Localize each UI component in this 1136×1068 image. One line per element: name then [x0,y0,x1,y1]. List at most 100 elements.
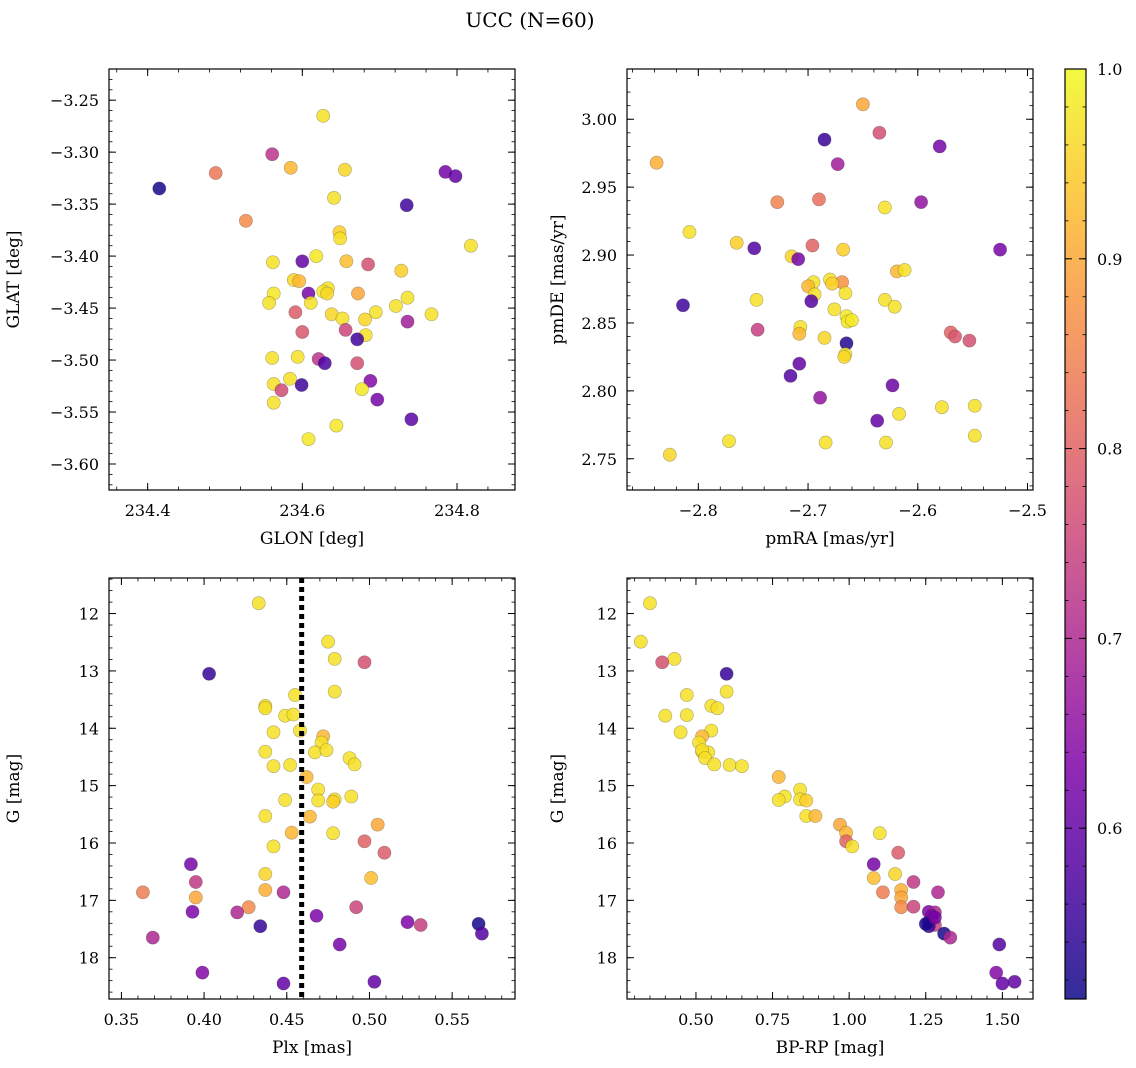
data-point [992,937,1007,952]
data-point [825,276,840,291]
data-point [351,286,365,301]
y-tick-label: 12 [597,605,617,624]
data-point [357,655,372,670]
data-point [309,249,324,263]
data-point [673,725,688,740]
data-point [463,238,478,253]
y-tick-label: −3.30 [50,143,99,162]
colorbar-frame [1064,68,1087,1000]
data-point [870,413,885,428]
y-tick-label: 16 [79,834,99,853]
data-point [317,356,332,371]
data-point [368,305,383,320]
data-point [817,330,832,345]
y-tick-label: 18 [79,949,99,968]
data-point [283,160,298,175]
y-axis-label: pmDE [mas/yr] [548,214,568,344]
data-point [364,871,378,885]
data-point [290,349,305,364]
data-point [195,965,210,980]
data-point [295,254,310,269]
data-point [750,322,765,337]
data-point [878,200,892,215]
data-point [361,257,375,272]
data-point [866,857,881,872]
data-point [367,974,382,989]
data-point [643,596,657,611]
data-point [771,793,786,807]
data-point [891,845,906,860]
data-point [719,666,734,681]
data-point [676,298,690,313]
x-tick-label: 1.00 [831,1010,867,1029]
data-point [202,666,216,681]
data-point [1007,974,1022,989]
data-point [337,162,352,177]
data-point [413,918,428,932]
data-point [265,351,280,365]
data-point [283,758,297,772]
data-point [350,332,365,347]
y-tick-label: 13 [79,662,99,681]
data-point [474,926,489,941]
y-tick-label: 3.00 [581,110,617,129]
data-point [319,743,334,757]
x-tick-label: 0.55 [434,1010,470,1029]
data-point [283,371,297,386]
data-point [301,432,316,446]
data-point [837,349,852,364]
x-tick-label: 1.50 [985,1010,1021,1029]
data-point [145,930,160,945]
data-point [887,299,902,314]
data-point [878,292,892,307]
y-tick-label: −3.25 [50,91,99,110]
y-tick-label: 2.90 [581,246,617,265]
data-point [278,793,292,807]
data-point [333,231,348,246]
data-point [251,596,266,611]
data-point [183,857,198,872]
data-point [879,435,893,450]
data-point [294,378,309,392]
x-tick-label: −2.5 [1008,501,1047,520]
y-axis-label: G [mag] [548,754,568,823]
data-point [332,937,347,952]
data-point [258,867,273,881]
colorbar-tick-label: 0.6 [1097,819,1122,838]
data-point [262,295,276,310]
data-point [253,919,268,934]
data-point [399,198,414,213]
data-point [813,390,827,405]
data-point [302,809,317,824]
x-axis-label: Plx [mas] [272,1038,352,1058]
data-point [357,834,372,849]
data-point [719,684,734,699]
data-point [749,292,764,307]
points-glon-glat [152,108,478,446]
data-point [288,305,303,320]
x-tick-label: 0.45 [269,1010,305,1029]
data-point [707,757,722,772]
data-point [698,751,712,765]
x-tick-label: −2.6 [898,501,937,520]
data-point [276,976,291,991]
data-point [818,435,833,450]
data-point [327,684,342,699]
data-point [266,759,281,773]
data-point [335,311,350,326]
data-point [347,757,362,772]
data-point [928,910,942,925]
data-point [722,434,736,448]
y-tick-label: 14 [79,719,99,738]
axes-frame [108,577,516,1000]
data-point [872,125,887,140]
data-point [152,181,167,196]
y-tick-label: 18 [597,949,617,968]
colorbar-tick-label: 1.0 [1097,60,1122,79]
data-point [799,793,814,808]
data-point [894,900,909,915]
data-point [845,313,859,328]
data-point [388,299,403,313]
data-point [135,885,150,900]
